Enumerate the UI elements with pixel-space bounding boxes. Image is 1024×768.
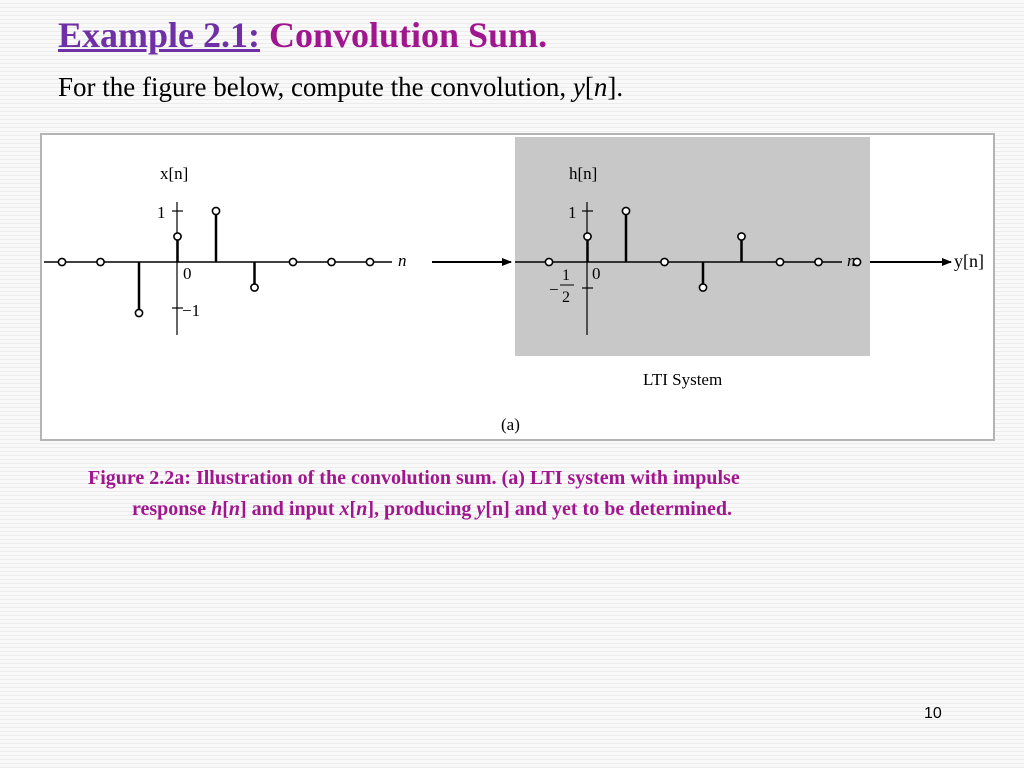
x-sample-marker — [288, 257, 298, 267]
caption-bracket-1: [ — [222, 498, 229, 520]
caption-var-x: x — [339, 498, 350, 520]
h-tick-label-minus-sign: − — [549, 280, 559, 299]
h-tick-label-half-denominator: 2 — [562, 289, 570, 306]
caption-line-1: Figure 2.2a: Illustration of the convolu… — [88, 467, 740, 489]
x-sample-marker — [96, 257, 105, 267]
x-sample-marker — [57, 257, 67, 267]
caption-rest: [n] and yet to be determined. — [485, 498, 732, 520]
lti-system-label: LTI System — [643, 370, 722, 389]
h-sample-marker — [814, 257, 823, 267]
x-plot-label: x[n] — [160, 164, 188, 183]
x-tick-label-minus-one: −1 — [182, 301, 200, 320]
h-sample-marker — [775, 257, 785, 267]
subtitle-text: For the figure below, compute the convol… — [58, 72, 573, 102]
figure-caption: Figure 2.2a: Illustration of the convolu… — [88, 463, 992, 525]
title-text: Convolution Sum. — [269, 15, 548, 55]
output-label: y[n] — [954, 251, 984, 271]
panel-label: (a) — [501, 415, 520, 434]
h-sample-marker — [660, 257, 669, 267]
h-tick-label-zero: 0 — [592, 264, 601, 283]
caption-bracket-3: [ — [349, 498, 357, 520]
x-plot: x[n] 1 0 −1 n — [44, 164, 407, 335]
h-sample-marker — [621, 206, 631, 216]
caption-response: response — [132, 498, 212, 520]
x-sample-marker — [250, 283, 259, 292]
caption-producing-text: ], producing — [367, 498, 477, 520]
h-sample-marker — [698, 283, 708, 292]
x-sample-marker — [211, 206, 221, 216]
h-sample-marker — [583, 232, 592, 241]
x-sample-marker — [173, 232, 182, 241]
figure-svg: x[n] 1 0 −1 n h[n] 1 0 − 1 2 n y[n] LTI … — [44, 137, 984, 434]
lti-system-block — [515, 137, 870, 356]
h-sample-marker — [852, 257, 862, 267]
x-tick-label-zero: 0 — [183, 264, 192, 283]
h-plot-label: h[n] — [569, 164, 597, 183]
subtitle-open-bracket: [ — [584, 72, 594, 102]
x-sample-marker — [134, 308, 144, 318]
caption-var-h: h — [211, 498, 223, 520]
caption-var-y: y — [476, 498, 486, 520]
example-label: Example 2.1: — [58, 15, 260, 55]
h-sample-marker — [544, 257, 554, 267]
h-tick-label-half-numerator: 1 — [562, 267, 570, 284]
h-n-label: n — [847, 251, 856, 270]
subtitle-var-n: n — [593, 72, 608, 102]
slide-number: 10 — [924, 705, 942, 722]
x-sample-marker — [365, 257, 375, 267]
caption-input-text: ] and input — [240, 498, 340, 520]
x-tick-label-one: 1 — [157, 203, 166, 222]
subtitle-close-bracket: ]. — [607, 72, 624, 102]
caption-var-n-1: n — [228, 498, 241, 520]
h-plot: h[n] 1 0 − 1 2 n — [515, 164, 862, 335]
x-sample-marker — [327, 257, 336, 267]
slide-subtitle: For the figure below, compute the convol… — [58, 72, 623, 103]
x-n-label: n — [398, 251, 407, 270]
h-tick-label-one: 1 — [568, 203, 577, 222]
slide-title: Example 2.1: Convolution Sum. — [58, 14, 547, 56]
h-sample-marker — [737, 232, 746, 241]
caption-var-n-2: n — [356, 498, 368, 520]
figure-panel: x[n] 1 0 −1 n h[n] 1 0 − 1 2 n y[n] LTI … — [40, 133, 995, 441]
subtitle-var-y: y — [572, 72, 585, 102]
